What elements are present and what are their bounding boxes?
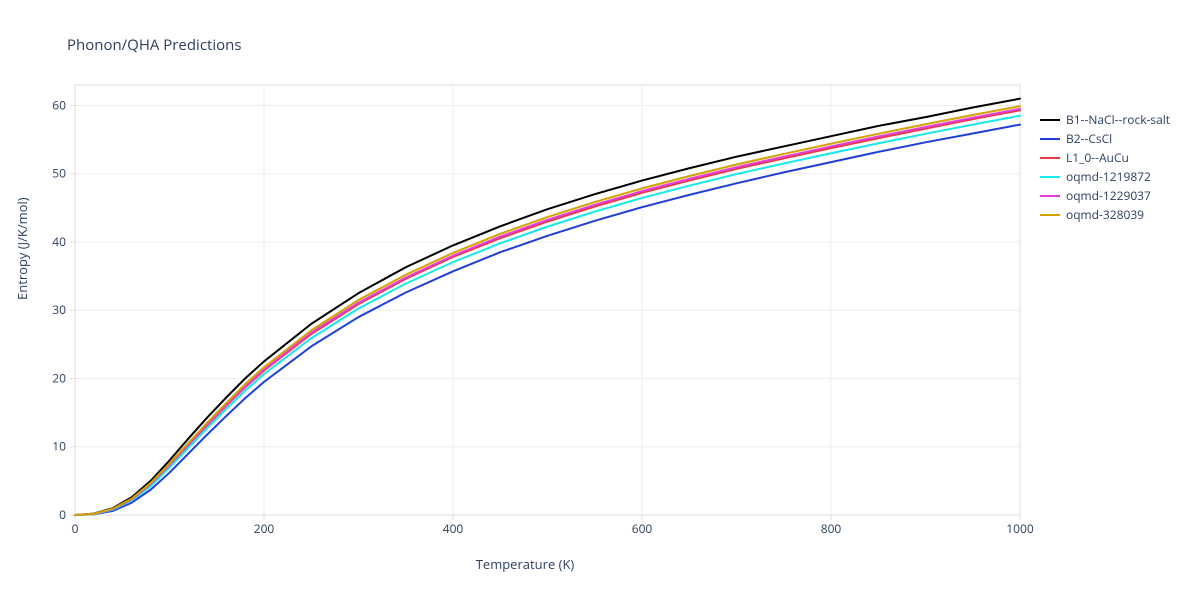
legend-item[interactable]: B2--CsCl bbox=[1040, 129, 1170, 148]
x-axis-label: Temperature (K) bbox=[0, 555, 1050, 573]
ytick-label: 50 bbox=[52, 165, 66, 182]
xtick-label: 400 bbox=[443, 520, 464, 537]
y-axis-label: Entropy (J/K/mol) bbox=[13, 197, 31, 300]
legend-swatch bbox=[1040, 176, 1060, 178]
legend-label: oqmd-1219872 bbox=[1066, 168, 1151, 185]
plot-svg: 0 200 400 600 800 1000 0 10 20 30 40 50 60 bbox=[0, 0, 1200, 600]
series-line[interactable] bbox=[75, 110, 1020, 515]
ytick-label: 60 bbox=[52, 96, 66, 113]
legend: B1--NaCl--rock-salt B2--CsCl L1_0--AuCuoqm… bbox=[1040, 110, 1170, 224]
ytick-label: 30 bbox=[52, 301, 66, 318]
series-line[interactable] bbox=[75, 109, 1020, 515]
legend-item[interactable]: oqmd-1219872 bbox=[1040, 167, 1170, 186]
ytick-label: 20 bbox=[52, 369, 66, 386]
legend-swatch bbox=[1040, 195, 1060, 197]
legend-label: oqmd-1229037 bbox=[1066, 187, 1151, 204]
legend-label: B2--CsCl bbox=[1066, 130, 1112, 147]
series-line[interactable] bbox=[75, 99, 1020, 515]
legend-item[interactable]: oqmd-1229037 bbox=[1040, 186, 1170, 205]
legend-label: L1_0--AuCu bbox=[1066, 149, 1129, 166]
legend-swatch bbox=[1040, 214, 1060, 216]
legend-item[interactable]: oqmd-328039 bbox=[1040, 205, 1170, 224]
legend-swatch bbox=[1040, 119, 1060, 121]
legend-item[interactable]: B1--NaCl--rock-salt bbox=[1040, 110, 1170, 129]
legend-label: B1--NaCl--rock-salt bbox=[1066, 111, 1170, 128]
series-line[interactable] bbox=[75, 125, 1020, 515]
entropy-chart: Phonon/QHA Predictions Entropy (J/K/mol)… bbox=[0, 0, 1200, 600]
legend-item[interactable]: L1_0--AuCu bbox=[1040, 148, 1170, 167]
legend-swatch bbox=[1040, 157, 1060, 159]
legend-swatch bbox=[1040, 138, 1060, 140]
xtick-label: 0 bbox=[72, 520, 79, 537]
plot-border bbox=[75, 85, 1020, 515]
ytick-label: 0 bbox=[59, 506, 66, 523]
ytick-label: 10 bbox=[52, 438, 66, 455]
ytick-label: 40 bbox=[52, 233, 66, 250]
series-line[interactable] bbox=[75, 116, 1020, 515]
xtick-label: 200 bbox=[254, 520, 275, 537]
xtick-label: 600 bbox=[632, 520, 653, 537]
xtick-label: 1000 bbox=[1006, 520, 1034, 537]
chart-title: Phonon/QHA Predictions bbox=[67, 35, 242, 55]
legend-label: oqmd-328039 bbox=[1066, 206, 1144, 223]
xtick-label: 800 bbox=[821, 520, 842, 537]
